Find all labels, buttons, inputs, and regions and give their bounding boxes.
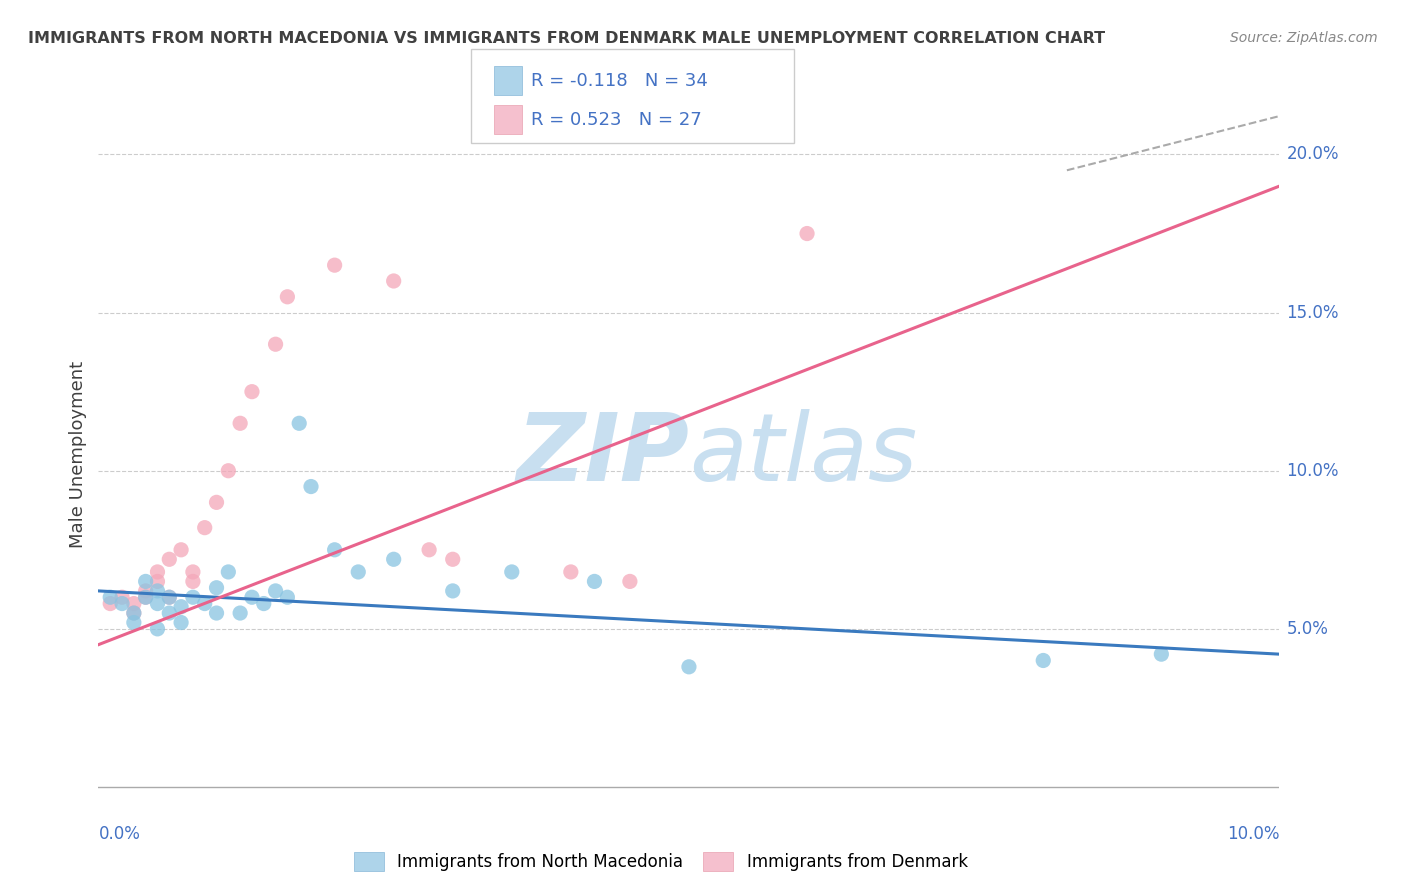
- Point: [146, 583, 169, 598]
- Point: [205, 581, 228, 595]
- Point: [217, 464, 239, 478]
- Point: [135, 591, 157, 605]
- Point: [122, 606, 145, 620]
- Point: [98, 597, 121, 611]
- Text: 15.0%: 15.0%: [1286, 303, 1339, 322]
- Point: [240, 591, 263, 605]
- Point: [240, 384, 263, 399]
- Text: IMMIGRANTS FROM NORTH MACEDONIA VS IMMIGRANTS FROM DENMARK MALE UNEMPLOYMENT COR: IMMIGRANTS FROM NORTH MACEDONIA VS IMMIG…: [28, 31, 1105, 46]
- Point: [157, 591, 180, 605]
- Text: R = -0.118   N = 34: R = -0.118 N = 34: [531, 71, 709, 89]
- Point: [146, 574, 169, 589]
- Point: [146, 622, 169, 636]
- Text: 10.0%: 10.0%: [1227, 825, 1279, 843]
- Point: [323, 542, 346, 557]
- Text: 10.0%: 10.0%: [1286, 462, 1339, 480]
- Point: [111, 597, 134, 611]
- Point: [1032, 653, 1054, 667]
- Point: [170, 599, 193, 614]
- Point: [122, 606, 145, 620]
- Text: 0.0%: 0.0%: [98, 825, 141, 843]
- Text: 20.0%: 20.0%: [1286, 145, 1339, 163]
- Point: [276, 290, 298, 304]
- Point: [217, 565, 239, 579]
- Point: [619, 574, 641, 589]
- Point: [98, 591, 121, 605]
- Text: 5.0%: 5.0%: [1286, 620, 1329, 638]
- Point: [146, 565, 169, 579]
- Point: [157, 606, 180, 620]
- Point: [276, 591, 298, 605]
- Point: [560, 565, 582, 579]
- Text: R = 0.523   N = 27: R = 0.523 N = 27: [531, 111, 702, 128]
- Legend: Immigrants from North Macedonia, Immigrants from Denmark: Immigrants from North Macedonia, Immigra…: [346, 843, 976, 880]
- Y-axis label: Male Unemployment: Male Unemployment: [69, 361, 87, 549]
- Point: [135, 591, 157, 605]
- Point: [157, 552, 180, 566]
- Text: ZIP: ZIP: [516, 409, 689, 501]
- Point: [229, 606, 252, 620]
- Point: [205, 495, 228, 509]
- Point: [583, 574, 606, 589]
- Point: [135, 574, 157, 589]
- Point: [501, 565, 523, 579]
- Point: [135, 583, 157, 598]
- Point: [264, 583, 287, 598]
- Point: [796, 227, 818, 241]
- Point: [347, 565, 370, 579]
- Point: [382, 552, 405, 566]
- Point: [441, 583, 464, 598]
- Point: [181, 565, 204, 579]
- Point: [441, 552, 464, 566]
- Point: [264, 337, 287, 351]
- Point: [170, 542, 193, 557]
- Point: [323, 258, 346, 272]
- Point: [146, 597, 169, 611]
- Point: [299, 479, 322, 493]
- Point: [181, 591, 204, 605]
- Point: [253, 597, 276, 611]
- Text: atlas: atlas: [689, 409, 917, 500]
- Point: [122, 597, 145, 611]
- Point: [170, 615, 193, 630]
- Point: [288, 417, 311, 431]
- Point: [181, 574, 204, 589]
- Text: Source: ZipAtlas.com: Source: ZipAtlas.com: [1230, 31, 1378, 45]
- Point: [205, 606, 228, 620]
- Point: [229, 417, 252, 431]
- Point: [678, 660, 700, 674]
- Point: [1150, 647, 1173, 661]
- Point: [157, 591, 180, 605]
- Point: [111, 591, 134, 605]
- Point: [194, 521, 217, 535]
- Point: [418, 542, 440, 557]
- Point: [382, 274, 405, 288]
- Point: [122, 615, 145, 630]
- Point: [194, 597, 217, 611]
